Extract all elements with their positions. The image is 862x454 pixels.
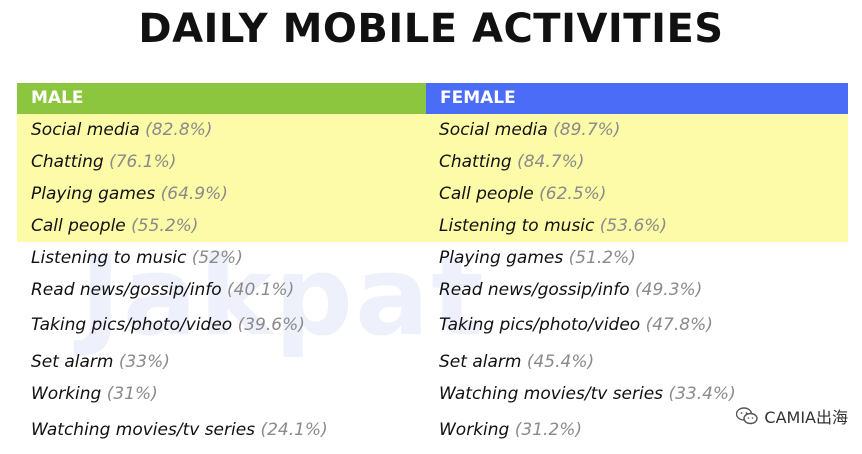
female-column-header: FEMALE (426, 83, 848, 114)
activity-label: Set alarm (31, 352, 119, 372)
activity-percentage: (33.4%) (668, 384, 736, 404)
female-activity-cell: Chatting (84.7%) (439, 146, 584, 178)
female-activity-cell: Taking pics/photo/video (47.8%) (439, 309, 713, 341)
table-row: Call people (55.2%) Listening to music (5… (17, 210, 848, 242)
brand-footer: CAMIA出海 (736, 404, 848, 428)
male-activity-cell: Listening to music (52%) (31, 242, 243, 274)
activity-percentage: (53.6%) (599, 216, 668, 236)
table-row: Watching movies/tv series (24.1%) Working… (17, 414, 848, 446)
activity-percentage: (49.3%) (635, 280, 703, 300)
female-header-label: FEMALE (440, 88, 516, 108)
male-activity-cell: Call people (55.2%) (31, 210, 198, 242)
activity-percentage: (64.9%) (160, 184, 228, 204)
activity-percentage: (84.7%) (517, 152, 585, 172)
female-activity-cell: Read news/gossip/info (49.3%) (439, 274, 702, 306)
female-activity-cell: Social media (89.7%) (439, 114, 620, 146)
table-row: Taking pics/photo/video (39.6%) Taking pi… (17, 309, 848, 341)
activity-label: Social media (31, 120, 146, 140)
activity-label: Social media (439, 120, 554, 140)
male-activity-cell: Social media (82.8%) (31, 114, 212, 146)
table-row: Working (31%) Watching movies/tv series (… (17, 378, 848, 410)
activity-percentage: (45.4%) (526, 352, 595, 372)
watermark-logo: Jakpat (80, 232, 486, 360)
female-activity-cell: Listening to music (53.6%) (439, 210, 667, 242)
activity-percentage: (82.8%) (145, 120, 213, 140)
table-row: Social media (82.8%) Social media (89.7%) (17, 114, 848, 146)
male-header-label: MALE (31, 88, 84, 108)
activity-percentage: (31%) (106, 384, 158, 404)
activity-label: Working (31, 384, 107, 404)
male-column-header: MALE (17, 83, 426, 114)
female-activity-cell: Working (31.2%) (439, 414, 582, 446)
activity-label: Chatting (439, 152, 518, 172)
activity-percentage: (39.6%) (237, 315, 305, 335)
male-activity-cell: Working (31%) (31, 378, 158, 410)
activity-percentage: (51.2%) (568, 248, 636, 268)
table-row: Listening to music (52%) Playing games (5… (17, 242, 848, 274)
activity-label: Chatting (31, 152, 110, 172)
female-activity-cell: Set alarm (45.4%) (439, 346, 594, 378)
female-activity-cell: Watching movies/tv series (33.4%) (439, 378, 736, 410)
activity-percentage: (62.5%) (539, 184, 607, 204)
activity-label: Watching movies/tv series (439, 384, 669, 404)
activity-percentage: (24.1%) (260, 420, 328, 440)
table-row: Chatting (76.1%) Chatting (84.7%) (17, 146, 848, 178)
activity-label: Listening to music (439, 216, 600, 236)
activity-percentage: (33%) (118, 352, 170, 372)
activity-label: Call people (439, 184, 540, 204)
activity-percentage: (47.8%) (645, 315, 713, 335)
wechat-icon (736, 407, 759, 425)
male-activity-cell: Playing games (64.9%) (31, 178, 228, 210)
activity-label: Playing games (31, 184, 161, 204)
activity-label: Listening to music (31, 248, 192, 268)
table-row: Set alarm (33%) Set alarm (45.4%) (17, 346, 848, 378)
activity-percentage: (31.2%) (514, 420, 583, 440)
table-row: Read news/gossip/info (40.1%) Read news/g… (17, 274, 848, 306)
activity-label: Taking pics/photo/video (439, 315, 646, 335)
activity-label: Working (439, 420, 515, 440)
activity-label: Read news/gossip/info (31, 280, 228, 300)
brand-name: CAMIA出海 (764, 408, 848, 427)
male-activity-cell: Read news/gossip/info (40.1%) (31, 274, 294, 306)
activity-percentage: (55.2%) (131, 216, 199, 236)
male-activity-cell: Set alarm (33%) (31, 346, 170, 378)
activity-percentage: (40.1%) (227, 280, 295, 300)
activity-label: Set alarm (439, 352, 527, 372)
activity-label: Playing games (439, 248, 569, 268)
female-activity-cell: Call people (62.5%) (439, 178, 606, 210)
activity-percentage: (89.7%) (553, 120, 621, 140)
table-row: Playing games (64.9%) Call people (62.5%) (17, 178, 848, 210)
activity-label: Taking pics/photo/video (31, 315, 238, 335)
activity-label: Call people (31, 216, 132, 236)
male-activity-cell: Watching movies/tv series (24.1%) (31, 414, 328, 446)
female-activity-cell: Playing games (51.2%) (439, 242, 636, 274)
activity-label: Read news/gossip/info (439, 280, 636, 300)
activity-label: Watching movies/tv series (31, 420, 261, 440)
male-activity-cell: Chatting (76.1%) (31, 146, 176, 178)
top-rows-highlight (17, 114, 848, 242)
male-activity-cell: Taking pics/photo/video (39.6%) (31, 309, 305, 341)
chart-title: DAILY MOBILE ACTIVITIES (138, 6, 724, 52)
activity-percentage: (52%) (191, 248, 243, 268)
activity-percentage: (76.1%) (109, 152, 177, 172)
